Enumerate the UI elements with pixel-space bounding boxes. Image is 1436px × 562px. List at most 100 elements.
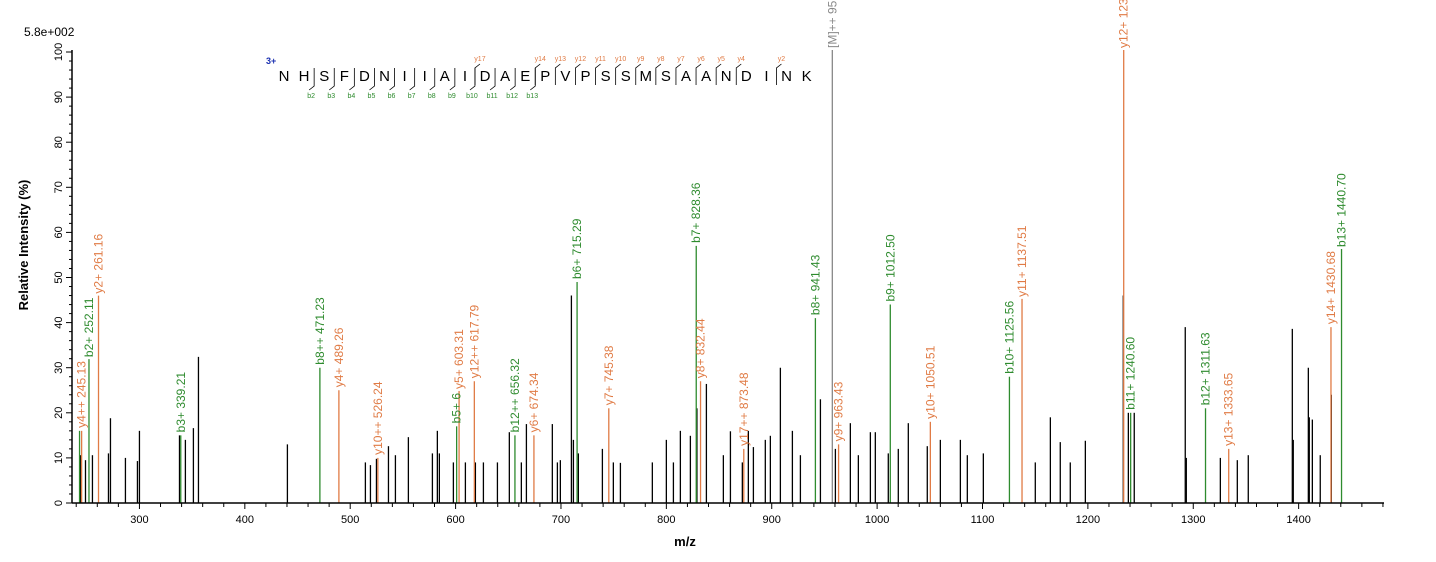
peak-label: y17++ 873.48 [737,372,751,446]
peak-label: y11+ 1137.51 [1015,225,1029,297]
y-ion-label: y4 [738,56,746,63]
residue: S [319,68,329,85]
peak-label: b5+ 6 [450,393,464,424]
residue: I [463,68,467,85]
peak-label: y6+ 674.34 [527,372,541,432]
peak-label: y12+ 1234 [1117,0,1131,48]
y-tick-label: 0 [53,500,65,506]
peak-label: y2+ 261.16 [92,234,106,294]
y-tick-label: 90 [53,91,65,103]
residue: K [802,68,812,85]
peak-label: y10+ 1050.51 [923,345,937,418]
residue: D [741,68,752,85]
peak-label: b12+ 1311.63 [1199,332,1213,405]
y-ion-label: y6 [697,56,705,63]
y-tick-label: 50 [53,271,65,283]
y-tick-label: 30 [53,362,65,374]
peak-label: y14+ 1430.68 [1324,251,1338,324]
residue: S [621,68,631,85]
b-ion-cleavage-mark [469,68,476,91]
residue: I [764,68,768,85]
residue: E [520,68,530,85]
x-tick-label: 900 [763,514,781,526]
peak-label: y9+ 963.43 [832,381,846,441]
y-ion-label: y14 [535,56,546,63]
residue: I [403,68,407,85]
y-ion-cleavage-mark [534,63,541,85]
y-ion-label: y5 [717,56,725,63]
y-ion-cleavage-mark [655,63,662,85]
y-axis-label: Relative Intensity (%) [16,180,31,311]
residue: V [560,68,570,85]
y-ion-cleavage-mark [595,63,601,85]
peak-label: b7+ 828.36 [689,182,703,243]
peaks [78,50,1343,503]
x-tick-label: 1300 [1181,514,1205,526]
residue: M [640,68,653,85]
residue: P [540,68,550,85]
residue: S [661,68,671,85]
y-tick-label: 70 [53,181,65,193]
y-tick-label: 60 [53,226,65,238]
y-tick-label: 80 [53,136,65,148]
x-axis-label: m/z [674,534,696,549]
y-ion-cleavage-mark [695,63,702,85]
b-ion-label: b12 [506,93,518,100]
charge-state-label: 3+ [266,56,276,66]
y-ion-cleavage-mark [735,63,742,85]
b-ion-cleavage-mark [409,68,416,91]
axes: 300 400 500 600 700 800 900 1000 1100 1200 1300 140… [53,43,1384,526]
residue: A [440,68,450,85]
residue: A [681,68,691,85]
x-tick-label: 600 [446,514,464,526]
peptide-sequence-map: 3+N H S F D N I I A I D A E P V P S S M S A A N D I N Kb2 b3 b4 b5 b6 b… [266,56,812,100]
peak-label: [M]++ 957.49 [825,0,839,48]
residue: I [423,68,427,85]
y-ion-cleavage-mark [715,63,722,85]
b-ion-cleavage-mark [530,68,536,91]
y-ion-cleavage-mark [675,63,682,85]
residue: D [359,68,370,85]
peak-label: b8++ 471.23 [313,297,327,365]
b-ion-label: b8 [428,93,436,100]
x-tick-label: 1200 [1076,514,1100,526]
residue: N [721,68,732,85]
x-tick-label: 400 [236,514,254,526]
y-ion-label: y7 [677,56,685,63]
b-ion-label: b2 [307,93,315,100]
residue: N [279,68,290,85]
y-ion-cleavage-mark [635,63,641,85]
b-ion-cleavage-mark [429,68,436,91]
y-ion-label: y8 [657,56,665,63]
y-ion-label: y13 [555,56,566,63]
y-ion-label: y10 [615,56,626,63]
b-ion-label: b4 [347,93,355,100]
peak-label: y12++ 617.79 [467,305,481,379]
b-ion-cleavage-mark [349,68,355,91]
x-tick-label: 1400 [1286,514,1310,526]
y-ion-cleavage-mark [776,63,782,85]
peak-label: y4+ 489.26 [332,327,346,387]
peak-label: b11+ 1240.60 [1124,337,1138,410]
peak-label: b12++ 656.32 [508,358,522,432]
y-ion-label: y17 [474,56,485,63]
y-tick-label: 100 [53,43,65,61]
b-ion-cleavage-mark [449,68,456,91]
x-tick-label: 1000 [865,514,889,526]
peak-label: b10+ 1125.56 [1002,301,1016,374]
residue: D [480,68,491,85]
b-ion-label: b5 [368,93,376,100]
residue: N [781,68,792,85]
peak-label: b3+ 339.21 [174,372,188,433]
b-ion-label: b3 [327,93,335,100]
peak-label: y5+ 603.31 [452,329,466,389]
residue: F [340,68,349,85]
b-ion-cleavage-mark [389,68,395,91]
b-ion-cleavage-mark [369,68,375,91]
peak-label: y4++ 245.13 [75,361,89,428]
y-ion-label: y11 [595,56,606,63]
b-ion-cleavage-mark [509,68,516,91]
y-tick-label: 40 [53,316,65,328]
residue: A [500,68,510,85]
